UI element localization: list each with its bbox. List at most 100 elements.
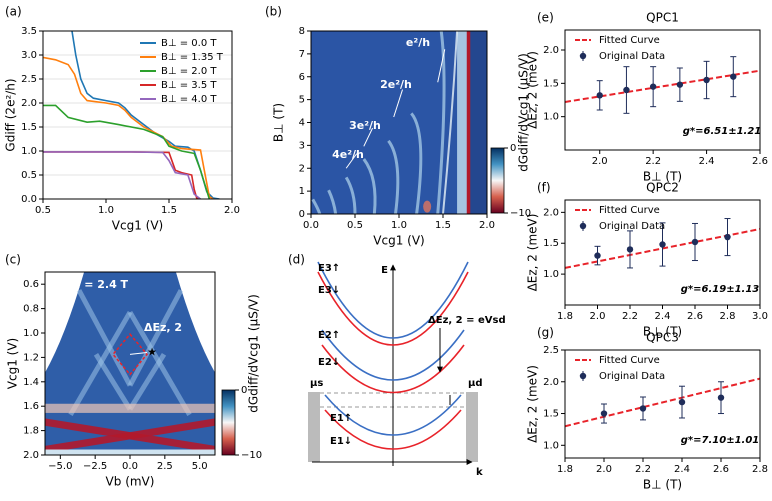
level-label: E3↑: [318, 263, 340, 274]
x-tick-label: 1.5: [161, 205, 177, 216]
data-point: [703, 76, 710, 84]
level-label: E1↑: [330, 413, 352, 424]
legend-swatch: [579, 372, 587, 380]
x-tick-label: 2.5: [157, 461, 173, 472]
axes-frame: [564, 199, 761, 306]
leader-line: [363, 127, 374, 147]
annotation: g*=6.19±1.13: [681, 284, 760, 295]
x-tick-label: 0.0: [122, 461, 138, 472]
level-label: E1↓: [330, 436, 352, 447]
y-tick-label: 2.0: [543, 377, 559, 388]
data-point: [678, 398, 686, 406]
plot-area: [565, 218, 760, 269]
data-point: [659, 241, 666, 248]
y-tick-label: 0.6: [23, 279, 39, 290]
map-feature: [327, 189, 338, 215]
map-feature: [362, 158, 377, 215]
data-point: [730, 73, 737, 80]
y-axis-label: ΔEz, 2 (meV): [526, 51, 540, 129]
x-tick-label: 3.0: [752, 311, 768, 322]
x-tick-label: 0.5: [347, 220, 363, 231]
y-tick-label: 1.5: [543, 78, 559, 89]
legend-label: B⊥ = 4.0 T: [161, 94, 217, 105]
colorbar-tick-label: −10: [241, 450, 262, 461]
drain-lead: [466, 392, 478, 462]
x-axis-label: B⊥ (T): [643, 478, 682, 492]
legend-label: Fitted Curve: [599, 355, 660, 366]
y-tick-label: 2.0: [543, 45, 559, 56]
y-tick-label: 3.5: [21, 26, 37, 37]
panel-label: (f): [537, 181, 551, 195]
chart-title: QPC1: [646, 11, 679, 25]
annotation: 4e²/h: [332, 148, 364, 161]
panel: (c) ★ 0.6 0.8 1.0 1.2 1.4 1.6 1.8 2.0 −5.0 −2.5 0.0 2…: [5, 253, 262, 489]
x-tick-label: 1.5: [435, 220, 451, 231]
legend-label: Original Data: [599, 371, 665, 382]
x-tick-label: 2.4: [674, 464, 690, 475]
legend-swatch: [579, 222, 587, 230]
annotation: e²/h: [406, 36, 430, 49]
annotation: g*=6.51±1.21: [683, 126, 762, 137]
map-feature: [45, 449, 215, 455]
data-point: [724, 233, 731, 241]
map-feature: [436, 30, 446, 215]
panel-label: (g): [537, 326, 554, 340]
map-feature: [76, 289, 133, 387]
y-tick-label: 0.8: [23, 304, 39, 315]
y-tick-label: 2: [299, 163, 305, 174]
plot-area: [43, 31, 220, 199]
y-tick-label: 1.0: [543, 440, 559, 451]
legend-label: Fitted Curve: [599, 35, 660, 46]
x-tick-label: 2.6: [713, 464, 729, 475]
map-empty: [45, 272, 85, 373]
x-tick-label: 2.4: [655, 311, 671, 322]
band-diagram: (d) E k μs μd ΔEz, 2 = eVsd E3↑ E3↓ E2↑ …: [288, 253, 506, 479]
data-point: [691, 238, 699, 246]
colorbar-label: dGdiff/dVcg1 (µS/V): [517, 53, 531, 172]
data-line: [43, 104, 211, 199]
data-line: [43, 56, 214, 199]
map-feature: [45, 403, 215, 413]
y-tick-label: 1.0: [543, 269, 559, 280]
map-feature: [45, 418, 215, 454]
leader-line: [437, 49, 446, 83]
data-point: [623, 86, 630, 94]
annotation: ΔEz, 2: [144, 321, 182, 334]
x-tick-label: 1.0: [391, 220, 407, 231]
fit-line: [565, 377, 760, 428]
data-point: [596, 92, 603, 99]
map-feature: [127, 289, 184, 387]
y-axis-label: B⊥ (T): [272, 103, 286, 142]
x-tick-label: 2.2: [645, 156, 661, 167]
x-tick-label: −2.5: [83, 461, 107, 472]
legend-label: Original Data: [599, 51, 665, 62]
map-feature: [410, 112, 423, 215]
lead-label: μs: [310, 378, 323, 389]
colorbar: [221, 389, 236, 456]
colorbar-tick-label: 0: [241, 385, 247, 396]
x-axis-label: B⊥ (T): [643, 170, 682, 184]
annotation: g*=7.10±1.01: [681, 435, 760, 446]
x-tick-label: 2.6: [687, 311, 703, 322]
x-tick-label: 1.8: [557, 464, 573, 475]
x-tick-label: 2.8: [752, 464, 768, 475]
x-axis-label: Vcg1 (V): [112, 219, 163, 233]
map-empty: [175, 272, 215, 373]
y-tick-label: 2.0: [543, 207, 559, 218]
plot-area: [565, 377, 760, 428]
level-label: E2↑: [318, 330, 340, 341]
x-tick-label: 2.0: [596, 464, 612, 475]
panel: (f) QPC2 1.0 1.5 2.0 1.8 2.0 2.2 2.4 2.6 2.8 3.0 B⊥ …: [526, 181, 768, 339]
axes-frame: [310, 30, 488, 215]
x-tick-label: 2.4: [699, 156, 715, 167]
x-tick-label: 2.0: [590, 311, 606, 322]
axis-label: E: [381, 265, 388, 276]
y-tick-label: 1.0: [21, 146, 37, 157]
y-tick-label: 0.5: [21, 170, 37, 181]
annotation: 3e²/h: [349, 119, 381, 132]
pointer: [129, 352, 148, 355]
colorbar: [490, 147, 505, 214]
map-feature: [442, 30, 459, 215]
band: [321, 344, 465, 394]
